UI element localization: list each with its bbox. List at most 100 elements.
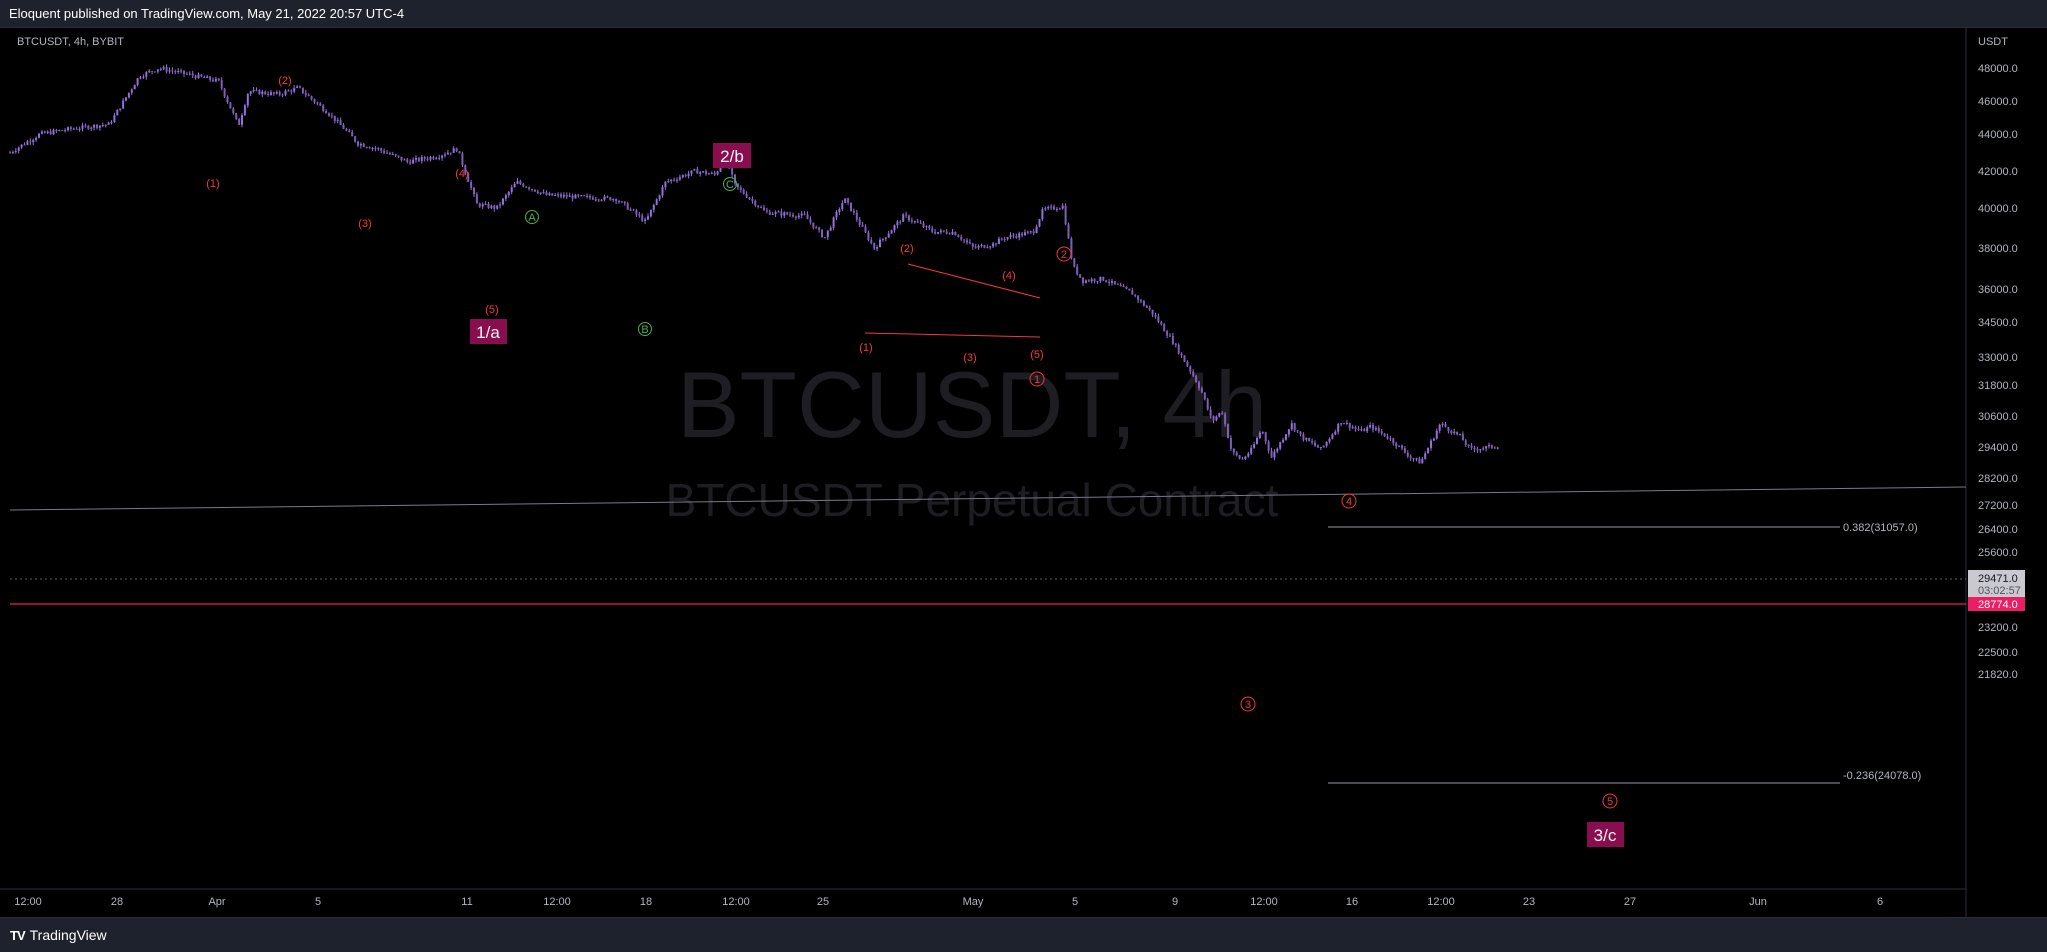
candle — [232, 107, 235, 115]
candle — [1180, 352, 1183, 359]
candle — [310, 95, 313, 101]
candle — [1340, 423, 1343, 427]
candle — [406, 158, 409, 164]
candle — [354, 135, 357, 143]
candle — [879, 237, 881, 248]
candle — [1247, 451, 1250, 458]
candle — [565, 192, 568, 199]
candle — [1470, 442, 1473, 450]
price-tick-label: 25600.0 — [1978, 547, 2018, 559]
publish-text: Eloquent published on TradingView.com, M… — [9, 6, 405, 21]
candle — [835, 210, 838, 221]
time-tick-label: 25 — [817, 896, 829, 908]
candle — [377, 147, 380, 151]
candle — [484, 201, 487, 205]
candle — [171, 67, 174, 74]
candle — [1183, 355, 1186, 362]
candle — [1047, 205, 1050, 211]
candle — [1496, 446, 1499, 450]
wave-box-2b[interactable]: 2/b — [713, 143, 751, 168]
candle — [420, 154, 423, 164]
candle — [560, 192, 562, 199]
candle — [1227, 423, 1229, 439]
candle — [1163, 322, 1166, 332]
tradingview-logo[interactable]: TV TradingView — [10, 927, 107, 943]
wedge-lower-line[interactable] — [864, 332, 1041, 338]
candle — [710, 171, 713, 175]
candle — [32, 138, 35, 146]
time-tick-label: 5 — [1072, 896, 1078, 908]
candle — [806, 211, 809, 220]
candle — [502, 198, 504, 206]
wave-box-1a[interactable]: 1/a — [470, 319, 507, 344]
time-tick-label: 6 — [1877, 896, 1883, 908]
candle — [705, 169, 707, 176]
candle — [707, 172, 710, 175]
candle — [55, 128, 58, 134]
candle — [1253, 441, 1256, 449]
candle — [957, 234, 960, 238]
candle — [362, 142, 365, 148]
candle — [38, 132, 40, 139]
candle — [1258, 431, 1261, 440]
candle — [412, 157, 415, 164]
candle — [641, 213, 644, 222]
candle — [125, 97, 127, 102]
candle — [223, 88, 226, 99]
line-price-label: 28774.0 — [1968, 597, 2025, 611]
candle — [374, 146, 377, 152]
sub-wave-label-2: (2) — [900, 243, 913, 255]
candle — [1473, 445, 1476, 453]
candle — [571, 193, 574, 202]
candle — [101, 122, 104, 128]
candle — [394, 153, 397, 158]
time-tick-label: Jun — [1749, 896, 1767, 908]
candle — [307, 93, 310, 97]
candle — [974, 243, 977, 249]
trendline[interactable] — [9, 486, 1967, 511]
candle — [809, 216, 812, 225]
candle — [490, 204, 493, 210]
candle — [510, 184, 513, 195]
candle — [69, 126, 72, 132]
candle — [768, 209, 771, 216]
candle — [589, 194, 591, 200]
candle — [168, 67, 171, 74]
candle — [1218, 412, 1221, 418]
wave-box-3c[interactable]: 3/c — [1587, 822, 1624, 847]
candle — [916, 218, 919, 223]
candle — [557, 192, 560, 198]
candle — [1238, 454, 1241, 460]
candle — [1325, 441, 1328, 448]
candle — [1296, 430, 1299, 434]
price-tick-label: 30600.0 — [1978, 411, 2018, 423]
price-chart[interactable]: BTCUSDT, 4h BTCUSDT Perpetual Contract B… — [0, 27, 2047, 917]
candle — [815, 225, 818, 229]
sub-wave-label-1: (1) — [859, 342, 872, 354]
candle — [1351, 424, 1354, 429]
candle — [684, 173, 687, 178]
candle — [84, 123, 87, 128]
candle — [1157, 313, 1160, 324]
candle — [1430, 438, 1432, 451]
candle — [980, 243, 983, 248]
candle — [1311, 438, 1314, 445]
time-axis[interactable]: 12:00 28 Apr 5 11 12:00 18 12:00 25 May 5 9 12:00 16 1… — [14, 896, 1883, 908]
candle — [597, 198, 600, 203]
wedge-upper-line[interactable] — [907, 263, 1041, 299]
candles[interactable] — [9, 64, 1499, 464]
candle — [586, 193, 589, 199]
candle — [1282, 437, 1285, 444]
tradingview-icon: TV — [10, 927, 26, 943]
candle — [652, 203, 655, 213]
candle — [948, 232, 951, 235]
candle — [635, 208, 638, 217]
candle — [658, 194, 661, 202]
candle — [165, 64, 168, 74]
candle — [345, 127, 348, 132]
candle — [1061, 203, 1064, 210]
wave-C-marker: C — [723, 177, 737, 191]
candle — [61, 129, 64, 132]
candle — [238, 117, 241, 125]
candle — [1105, 279, 1108, 283]
